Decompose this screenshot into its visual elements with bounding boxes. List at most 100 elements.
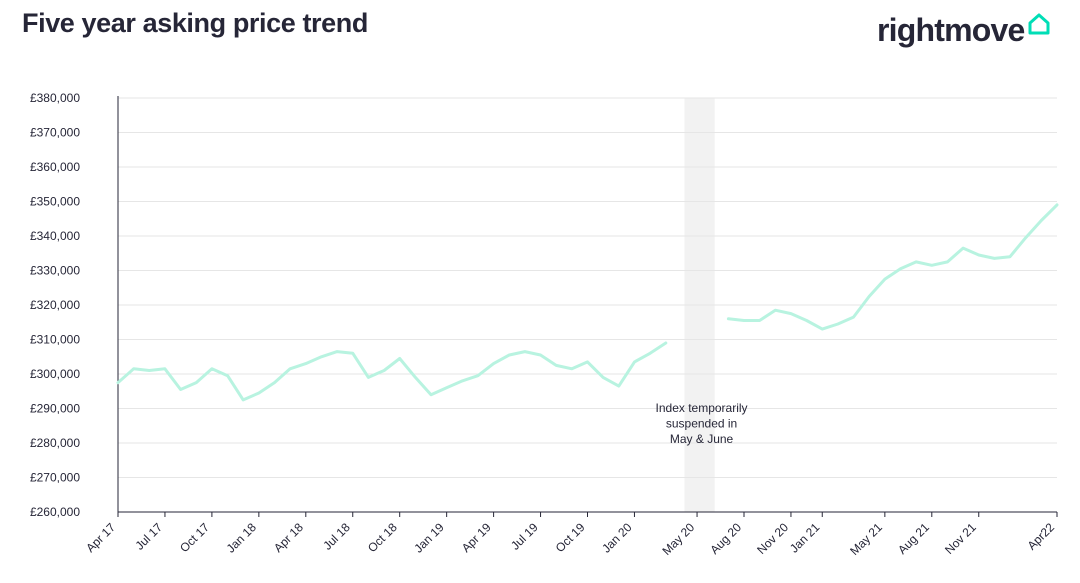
x-tick-label: Jul 18 [320,520,353,553]
suspension-note-line: May & June [670,432,734,446]
data-point [195,381,198,384]
house-outline-icon [1028,13,1049,35]
data-point [774,309,777,312]
data-point [868,295,871,298]
y-tick-label: £320,000 [30,298,80,312]
data-point [351,352,354,355]
data-point [1008,255,1012,258]
data-point [382,369,386,372]
data-point [555,364,558,367]
y-tick-label: £360,000 [30,160,80,174]
data-point [429,393,433,396]
brand-wordmark: rightmove [877,12,1025,48]
y-tick-label: £270,000 [30,471,80,485]
data-point [883,277,887,281]
data-point [335,350,339,353]
x-tick-label: Jan 21 [787,520,823,556]
data-point [852,315,855,319]
data-point [742,319,746,322]
data-point [242,398,245,402]
data-point [977,253,980,257]
y-tick-label: £260,000 [30,505,80,519]
data-point [805,319,808,322]
price-line-segment [726,203,1059,331]
data-point [288,367,292,370]
data-point [257,391,261,395]
data-point [836,322,840,326]
data-point [930,264,933,267]
data-point [727,317,730,320]
y-tick-label: £300,000 [30,367,80,381]
x-tick-label: May 21 [847,520,885,558]
y-tick-label: £330,000 [30,264,80,278]
data-point [508,353,511,357]
suspension-note-line: suspended in [666,417,737,431]
data-point [664,341,667,345]
data-point [946,260,949,264]
x-tick-label: Jul 19 [508,520,541,553]
price-line-segment [116,341,668,402]
x-tick-label: Apr 17 [83,520,118,555]
y-tick-label: £380,000 [30,91,80,105]
x-tick-label: Aug 20 [707,520,744,557]
data-point [367,376,370,379]
data-point [148,369,151,372]
x-tick-label: Jan 18 [224,520,260,556]
data-point [492,362,495,365]
x-tick-label: Aug 21 [895,520,932,557]
data-point [116,381,120,384]
data-point [633,360,636,364]
data-point [586,360,589,364]
rightmove-logo: rightmove [877,10,1051,50]
data-point [273,381,276,384]
x-tick-label: Jan 19 [411,520,447,556]
data-point [758,319,761,322]
y-tick-label: £350,000 [30,195,80,209]
data-point [648,352,652,355]
data-point [163,367,167,370]
chart-title: Five year asking price trend [22,8,368,38]
data-point [476,374,480,377]
data-point [821,327,824,331]
y-tick-label: £280,000 [30,436,80,450]
data-point [617,384,620,388]
data-point [961,246,965,250]
y-tick-label: £370,000 [30,126,80,140]
y-tick-label: £290,000 [30,402,80,416]
data-point [789,312,793,315]
data-point [132,367,135,370]
x-tick-label: Nov 21 [942,520,979,557]
y-tick-label: £310,000 [30,333,80,347]
data-point [445,386,448,389]
data-point [1055,203,1059,207]
data-point [914,260,918,264]
data-point [179,388,182,391]
data-point [414,376,417,379]
data-point [226,374,229,377]
x-tick-label: Jan 20 [599,520,635,556]
x-tick-label: Apr 18 [271,520,306,555]
data-point [1040,219,1043,222]
y-tick-label: £340,000 [30,229,80,243]
x-tick-label: May 20 [659,520,697,558]
data-point [1024,236,1027,239]
data-point [210,367,214,370]
data-point [304,362,307,365]
x-tick-label: Oct 18 [365,520,400,555]
x-tick-label: Nov 20 [754,520,791,557]
suspension-note-line: Index temporarily [656,401,748,415]
data-point [899,267,902,270]
data-point [461,379,464,383]
x-tick-label: Apr 19 [459,520,494,555]
data-point [398,357,401,360]
data-point [601,376,605,379]
x-tick-label: Oct 17 [177,520,212,555]
x-tick-label: Apr22 [1025,520,1058,553]
data-point [539,353,542,357]
data-point [320,355,323,358]
data-point [523,350,527,353]
data-point [993,257,996,260]
x-tick-label: Jul 17 [133,520,166,553]
